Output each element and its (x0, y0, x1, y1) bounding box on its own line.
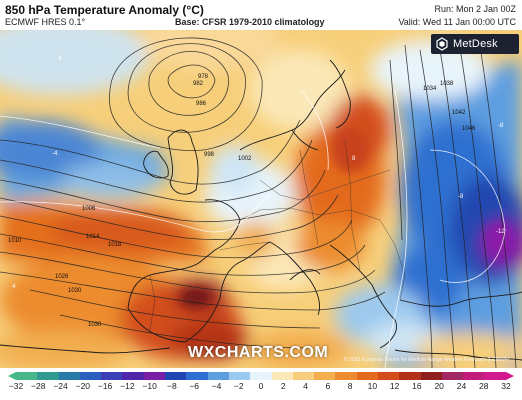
colorbar-tick-label: 32 (501, 381, 511, 391)
colorbar-segment (58, 372, 80, 380)
isobar-label: 986 (196, 101, 207, 107)
isobar-label: 1018 (108, 242, 122, 248)
isobar-label: 1038 (440, 81, 454, 87)
climatology-base-label: Base: CFSR 1979-2010 climatology (175, 17, 325, 27)
colorbar-tick-label: −6 (189, 381, 200, 391)
isobar-label: 1006 (82, 206, 96, 212)
colorbar-tick-label: 16 (412, 381, 422, 391)
isobars (0, 37, 517, 368)
isobar-label: 1030 (68, 288, 82, 294)
colorbar-segment (79, 372, 102, 380)
colorbar-segment (399, 372, 421, 380)
wxcharts-watermark: WXCHARTS.COM (188, 344, 329, 361)
anomaly-label: -12 (496, 229, 505, 235)
colorbar-segment (37, 372, 59, 380)
colorbar-min-arrow (8, 372, 16, 380)
colorbar-tick-label: 4 (303, 381, 308, 391)
anomaly-labels: 4 8 -4 -8 -12 4 -8 (12, 56, 505, 290)
colorbar-tick-label: −4 (211, 381, 222, 391)
colorbar-tick-label: −32 (8, 381, 24, 391)
colorbar-tick-label: −8 (167, 381, 177, 391)
colorbar-tick-label: 6 (325, 381, 331, 391)
isobar-label: 1014 (86, 234, 100, 240)
colorbar-segment (143, 372, 166, 380)
anomaly-highlights (181, 128, 512, 306)
colorbar-tick-label: −20 (75, 381, 91, 391)
colorbar-tick-label: 20 (434, 381, 444, 391)
anomaly-label: 8 (352, 156, 356, 162)
isobar-label: 1042 (452, 110, 466, 116)
colorbar-tick-label: 8 (347, 381, 353, 391)
colorbar-segment (292, 372, 315, 380)
metdesk-text: MetDesk (453, 38, 498, 50)
metdesk-logo: MetDesk (431, 34, 519, 54)
colorbar-max-arrow (506, 372, 514, 380)
metdesk-logo-icon (435, 37, 449, 51)
anomaly-label: -8 (498, 123, 504, 129)
colorbar-segment (16, 372, 38, 380)
isobar-label: 998 (204, 152, 215, 158)
anomaly-label: 4 (58, 56, 62, 62)
colorbar-segment (165, 372, 187, 380)
map-canvas: 978 982 986 998 1002 1006 1010 1014 1018… (0, 30, 522, 368)
colorbar-segment (441, 372, 464, 380)
colorbar-tick-label: −10 (142, 381, 157, 391)
colorbar-tick-label: −28 (31, 381, 46, 391)
colorbar-tick-label: 12 (389, 381, 400, 391)
coastlines (0, 59, 522, 361)
colorbar-segment (271, 372, 293, 380)
isobar-label: 1010 (8, 238, 22, 244)
colorbar-tick-label: −2 (233, 381, 244, 391)
anomaly-field (0, 30, 522, 368)
colorbar-segment (378, 372, 400, 380)
isobar-label: 1034 (423, 86, 437, 92)
run-label: Run: Mon 2 Jan 00Z (434, 4, 516, 14)
anomaly-map[interactable]: 978 982 986 998 1002 1006 1010 1014 1018… (0, 30, 522, 368)
anomaly-label: -8 (458, 194, 464, 200)
colorbar-segment (420, 372, 442, 380)
isobar-label: 978 (198, 74, 209, 80)
chart-title: 850 hPa Temperature Anomaly (°C) (5, 3, 204, 17)
valid-time-label: Valid: Wed 11 Jan 00:00 UTC (398, 17, 516, 27)
colorbar-segment (186, 372, 208, 380)
isobar-label: 1046 (462, 126, 476, 132)
isobar-label: 1030 (88, 322, 102, 328)
colorbar-segment (484, 372, 506, 380)
colorbar-segment (101, 372, 123, 380)
colorbar-segment (335, 372, 357, 380)
colorbar-tick-label: 0 (258, 381, 264, 391)
isobar-label: 1002 (238, 156, 252, 162)
colorbar-tick-label: 10 (367, 381, 378, 391)
isobar-label: 1026 (55, 274, 69, 280)
colorbar-segment (356, 372, 379, 380)
colorbar-tick-label: 28 (478, 381, 489, 391)
colorbar-segment (122, 372, 144, 380)
isobar-labels: 978 982 986 998 1002 1006 1010 1014 1018… (8, 74, 476, 328)
colorbar-segment (314, 372, 336, 380)
ecmwf-credit: © 2023 European Centre for Medium-Range … (344, 357, 510, 363)
chart-header: 850 hPa Temperature Anomaly (°C) ECMWF H… (0, 0, 522, 30)
colorbar-tick-label: −24 (53, 381, 68, 391)
colorbar-tick-label: 24 (456, 381, 467, 391)
colorbar (16, 372, 506, 380)
colorbar-segment (463, 372, 485, 380)
anomaly-label: 4 (12, 284, 16, 290)
colorbar-segment (207, 372, 229, 380)
colorbar-segment (228, 372, 251, 380)
model-label: ECMWF HRES 0.1° (5, 17, 86, 27)
anomaly-contours (0, 89, 506, 368)
colorbar-tick-label: −16 (97, 381, 113, 391)
colorbar-ticks: −32 −28 −24 −20 −16 −12 −10 −8 −6 −4 −2 0 2 4 6 8 10 12 16… (9, 381, 511, 395)
colorbar-tick-label: 2 (280, 381, 286, 391)
colorbar-segment (250, 372, 272, 380)
anomaly-label: -4 (52, 151, 58, 157)
isobar-label: 982 (193, 81, 204, 87)
colorbar-tick-label: −12 (120, 381, 135, 391)
